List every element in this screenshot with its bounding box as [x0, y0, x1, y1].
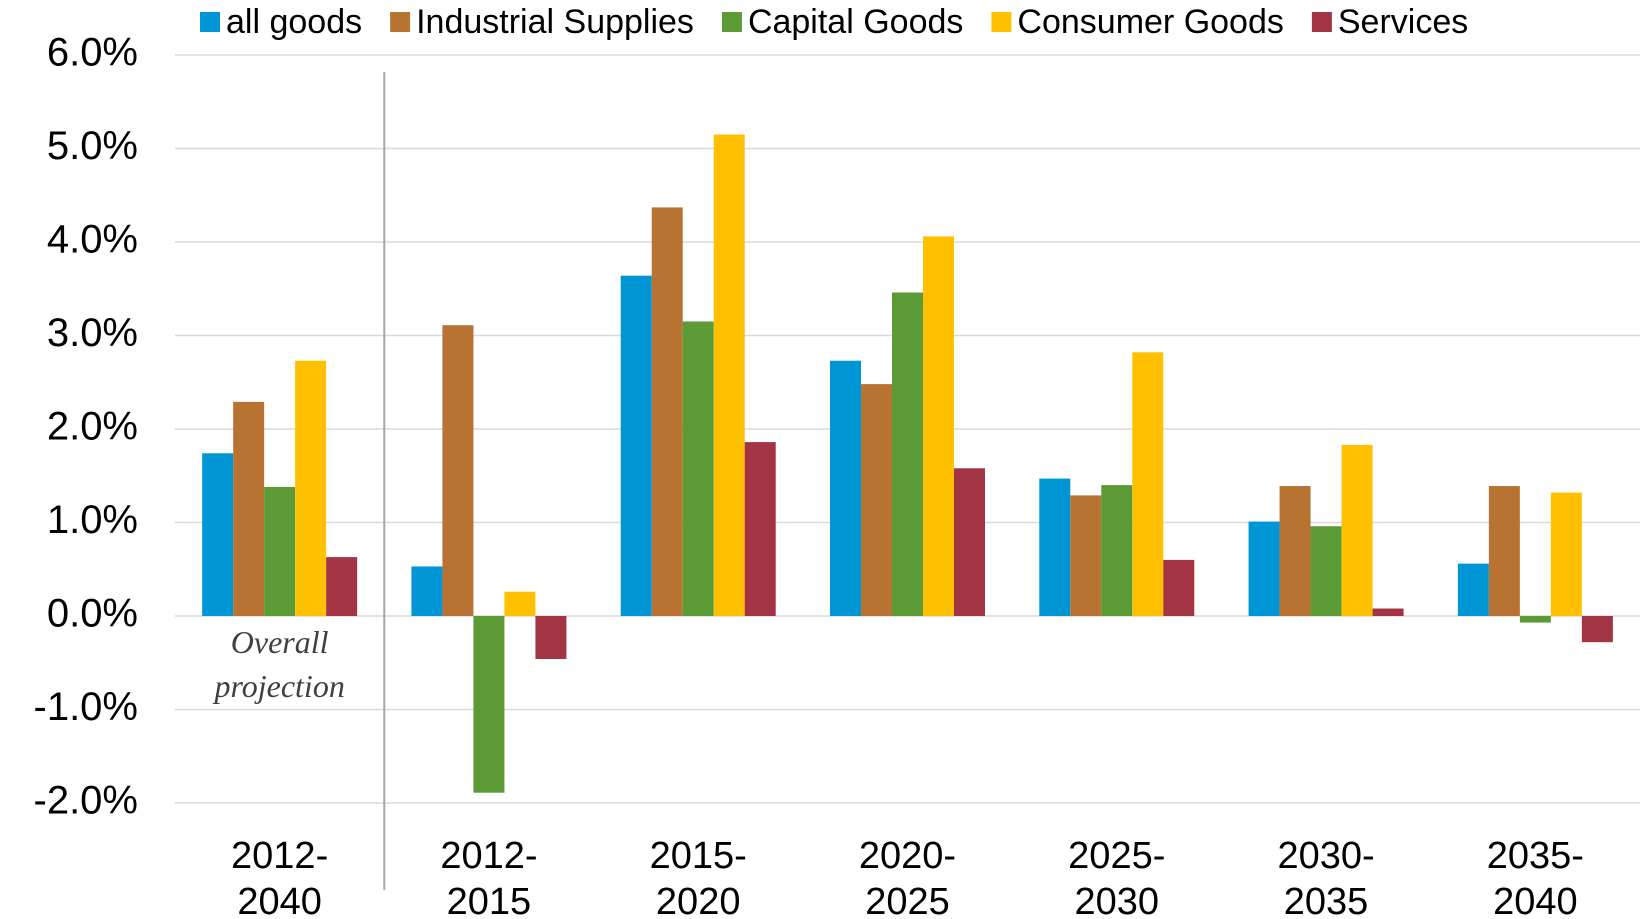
x-tick-label: 2015-2020 [649, 835, 747, 919]
bar [326, 557, 358, 616]
legend-swatch [390, 12, 411, 32]
bar [1550, 492, 1582, 616]
bar [892, 292, 923, 616]
bar [1163, 559, 1195, 616]
bar [1039, 478, 1071, 616]
y-tick-label: -1.0% [34, 685, 139, 729]
legend-swatch [721, 12, 742, 32]
legend-swatch [991, 12, 1012, 32]
x-tick-label: 2012-2040 [231, 835, 329, 919]
x-tick-label: 2035-2040 [1486, 835, 1584, 919]
bar [233, 401, 265, 616]
legend-label: Services [1338, 3, 1468, 41]
y-tick-label: 6.0% [47, 31, 138, 75]
legend-swatch [200, 12, 220, 32]
bar [682, 321, 714, 616]
bar [1341, 444, 1373, 616]
bar [411, 566, 443, 616]
bar [202, 453, 234, 616]
bar [1248, 521, 1280, 616]
legend-label: all goods [226, 3, 362, 41]
bar [264, 486, 296, 616]
bar [473, 616, 505, 793]
bar [620, 275, 652, 616]
bar [713, 134, 745, 616]
x-tick-label: 2020-2025 [858, 835, 957, 919]
bar [861, 384, 892, 616]
bar [1279, 486, 1311, 616]
bar [295, 360, 327, 616]
bar [1581, 616, 1613, 643]
y-tick-label: 0.0% [47, 592, 138, 636]
bar [1310, 526, 1342, 616]
bar [1132, 352, 1164, 616]
bar [744, 442, 776, 616]
bar [954, 468, 985, 616]
x-tick-label: 2030-2035 [1277, 835, 1375, 919]
bar [1070, 495, 1102, 616]
bar [923, 236, 954, 616]
bar [1519, 616, 1551, 623]
y-tick-label: 3.0% [47, 311, 138, 355]
bar [535, 616, 567, 660]
bar [1372, 608, 1404, 616]
bar [504, 591, 536, 616]
legend-label: Industrial Supplies [416, 3, 694, 41]
bar [651, 207, 683, 616]
legend-swatch [1311, 12, 1332, 32]
legend-label: Consumer Goods [1017, 3, 1283, 41]
bar [1457, 563, 1489, 616]
y-tick-label: 4.0% [47, 218, 138, 262]
x-tick-label: 2025-2030 [1068, 835, 1166, 919]
legend-label: Capital Goods [748, 3, 963, 41]
x-tick-label: 2012-2015 [440, 835, 538, 919]
annotation: Overall projection [214, 624, 345, 704]
y-tick-label: -2.0% [34, 779, 139, 823]
bar [1488, 486, 1520, 616]
bar [1101, 485, 1133, 616]
y-tick-label: 1.0% [47, 498, 138, 542]
y-tick-label: 2.0% [47, 405, 138, 449]
bar [830, 360, 861, 616]
y-tick-label: 5.0% [47, 124, 138, 168]
bar [442, 325, 474, 616]
